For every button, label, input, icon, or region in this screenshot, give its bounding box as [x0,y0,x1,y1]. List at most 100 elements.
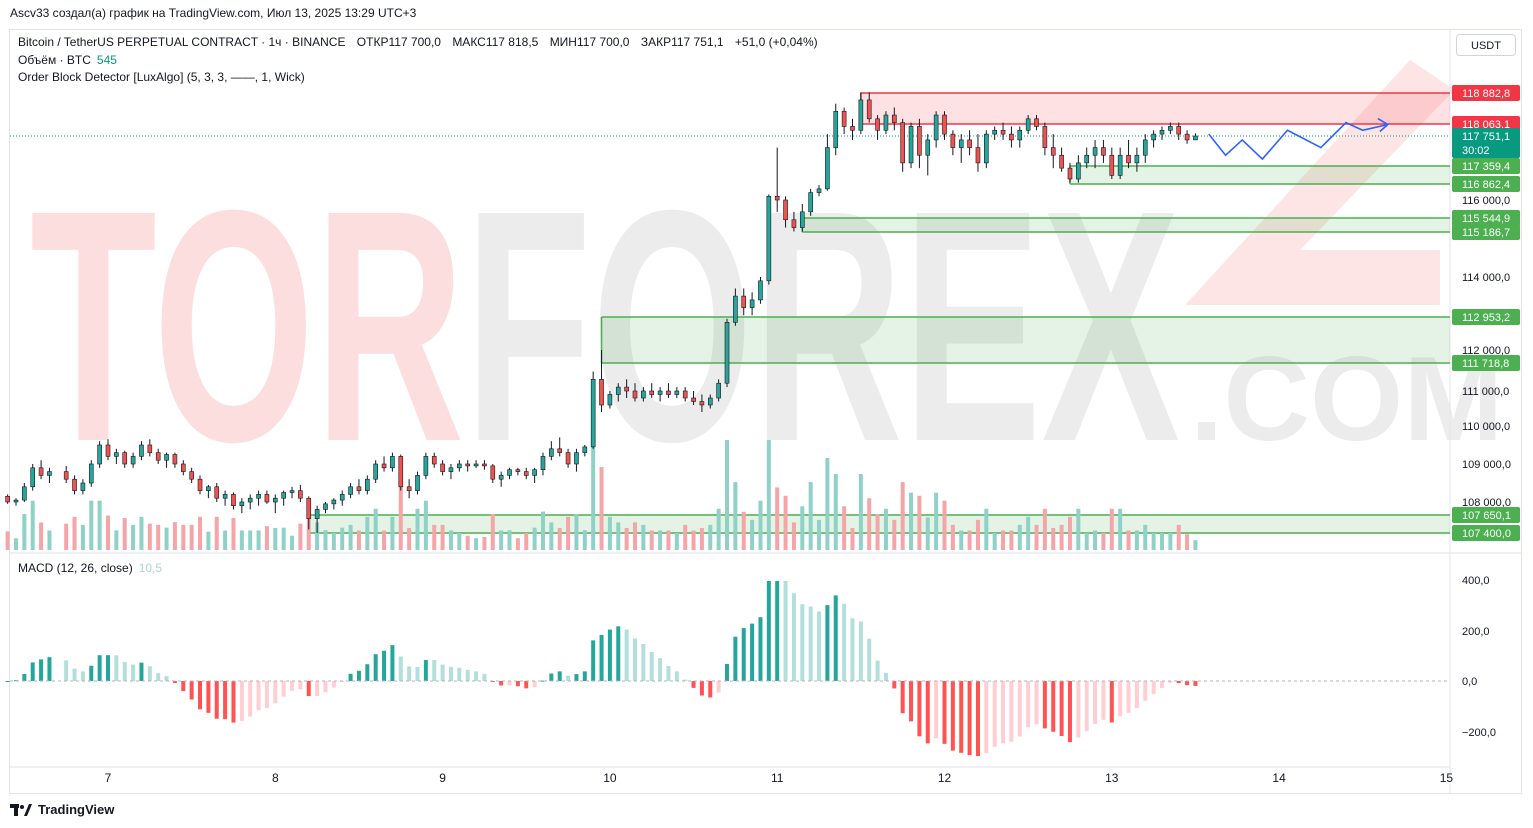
macd-histogram-bar [1034,681,1039,725]
macd-legend[interactable]: MACD (12, 26, close) 10,5 [18,561,162,575]
tradingview-label: TradingView [38,802,115,817]
macd-histogram-bar [833,595,838,681]
volume-bar [1017,524,1022,550]
high-value: 117 818,5 [485,35,539,49]
close-value: 117 751,1 [671,35,724,49]
volume-value: 545 [96,53,117,67]
volume-bar [934,492,939,550]
candle-body [105,444,111,457]
volume-bar [499,530,504,550]
candle-body [791,219,797,228]
candle-body [314,509,320,519]
candle-body [72,478,77,491]
candle-body [1101,147,1106,156]
candle-body [1042,126,1048,148]
indicator-legend[interactable]: Order Block Detector [LuxAlgo] (5, 3, 3,… [18,70,305,84]
volume-bar [967,530,972,550]
candle-body [5,495,10,503]
volume-bar [30,500,35,550]
candle-body [908,126,914,164]
macd-histogram-bar [1067,681,1072,743]
candle-body [289,490,295,493]
watermark-text: TORFOREX [30,141,1181,510]
macd-histogram-bar [264,681,269,708]
candle-body [1117,154,1123,176]
candle-body [97,444,102,465]
price-label-text: 115 544,9 [1462,213,1510,225]
macd-histogram-bar [674,671,679,681]
macd-histogram-bar [858,621,863,681]
macd-histogram-bar [1001,681,1006,744]
candle-body [323,503,328,510]
volume-bar [892,519,897,550]
macd-histogram-bar [214,681,219,719]
macd-scale-label: 400,0 [1462,575,1490,587]
macd-histogram-bar [716,681,721,693]
price-label-bg [1452,525,1520,541]
volume-bar [407,527,412,550]
candle-body [1084,154,1090,164]
currency-button[interactable]: USDT [1456,34,1516,56]
macd-histogram-bar [1093,681,1098,724]
candle-body [942,114,947,135]
macd-histogram-bar [47,657,52,681]
candle-body [1142,139,1148,156]
candle-body [197,478,203,491]
volume-bar [858,474,863,550]
macd-histogram-bar [1042,681,1047,729]
macd-histogram-bar [164,676,169,681]
candle-body [122,452,128,465]
macd-histogram-bar [775,581,780,681]
macd-histogram-bar [382,650,387,681]
macd-histogram-bar [398,656,403,681]
macd-histogram-bar [758,617,763,681]
macd-histogram-bar [507,681,512,686]
candle-body [406,486,412,491]
price-label-tag: 107 400,0 [1452,525,1520,541]
volume-bar [147,523,152,550]
volume-bar [850,527,855,550]
macd-histogram-bar [89,665,94,681]
price-label-bg [1452,85,1520,101]
candle-body [883,114,889,131]
volume-legend[interactable]: Объём · BTC 545 [18,53,117,67]
macd-histogram-bar [708,681,713,698]
volume-bar [398,477,403,550]
order-block-zone [860,93,1450,124]
price-tick-label: 116 000,0 [1462,195,1510,207]
macd-histogram-bar [356,670,361,681]
macd-histogram-bar [239,681,244,722]
candle-body [155,452,161,461]
price-label-text: 116 862,4 [1462,179,1510,191]
volume-bar [1176,524,1181,550]
price-label-bg [1452,128,1520,158]
volume-bar [1143,524,1148,550]
macd-histogram-bar [557,671,562,681]
macd-histogram-bar [1051,681,1056,732]
candle-body [724,322,730,384]
volume-bar [1076,508,1081,550]
candle-body [1034,118,1039,127]
volume-bar [775,487,780,550]
volume-bar [181,524,186,550]
tradingview-logo[interactable]: TradingView [10,802,114,817]
macd-histogram-bar [457,667,462,681]
macd-histogram-bar [566,675,571,681]
macd-histogram-bar [273,681,278,704]
candle-body [783,199,788,221]
candle-body [958,139,964,148]
price-label-tag: 117 751,1 30:02 [1452,128,1520,158]
candle-body [699,401,705,406]
macd-histogram-bar [783,581,788,681]
countdown-text: 30:02 [1462,145,1490,157]
price-label-tag: 115 544,9 [1452,210,1520,226]
symbol-title[interactable]: Bitcoin / TetherUS PERPETUAL CONTRACT · … [18,35,346,49]
volume-bar [1001,530,1006,550]
volume-bar [632,522,637,550]
macd-histogram-bar [281,681,286,697]
volume-bar [131,524,136,550]
volume-bar [114,530,119,550]
candle-body [540,456,546,470]
volume-bar [448,530,453,550]
